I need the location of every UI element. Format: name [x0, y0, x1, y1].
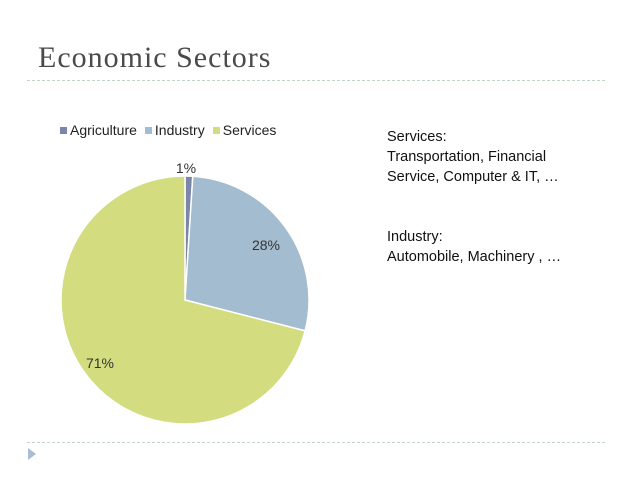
services-note-heading: Services: — [387, 129, 447, 145]
legend-label-services: Services — [222, 122, 277, 138]
title-divider — [27, 80, 605, 81]
legend-swatch-services — [212, 126, 220, 134]
pie-slice-services — [60, 175, 307, 425]
chart-legend: Agriculture Industry Services — [60, 122, 284, 138]
legend-item-industry: Industry — [144, 122, 205, 138]
legend-label-industry: Industry — [154, 122, 205, 138]
industry-note: Industry: Automobile, Machinery , … — [387, 227, 561, 267]
legend-item-services: Services — [212, 122, 277, 138]
slide-marker-icon — [28, 448, 36, 460]
footer-divider — [27, 442, 605, 443]
services-note: Services: Transportation, Financial Serv… — [387, 127, 559, 187]
legend-swatch-industry — [144, 126, 152, 134]
services-note-line-2: Service, Computer & IT, … — [387, 169, 559, 185]
industry-note-heading: Industry: — [387, 229, 443, 245]
legend-label-agriculture: Agriculture — [70, 122, 137, 138]
legend-item-agriculture: Agriculture — [60, 122, 137, 138]
data-label-agriculture: 1% — [176, 160, 196, 176]
services-note-line-1: Transportation, Financial — [387, 149, 547, 165]
data-label-industry: 28% — [252, 237, 280, 253]
legend-swatch-agriculture — [60, 126, 67, 134]
slide-title: Economic Sectors — [38, 41, 272, 74]
pie-slice-industry — [184, 175, 310, 332]
data-label-services: 71% — [86, 355, 114, 371]
industry-note-line-1: Automobile, Machinery , … — [387, 249, 562, 265]
